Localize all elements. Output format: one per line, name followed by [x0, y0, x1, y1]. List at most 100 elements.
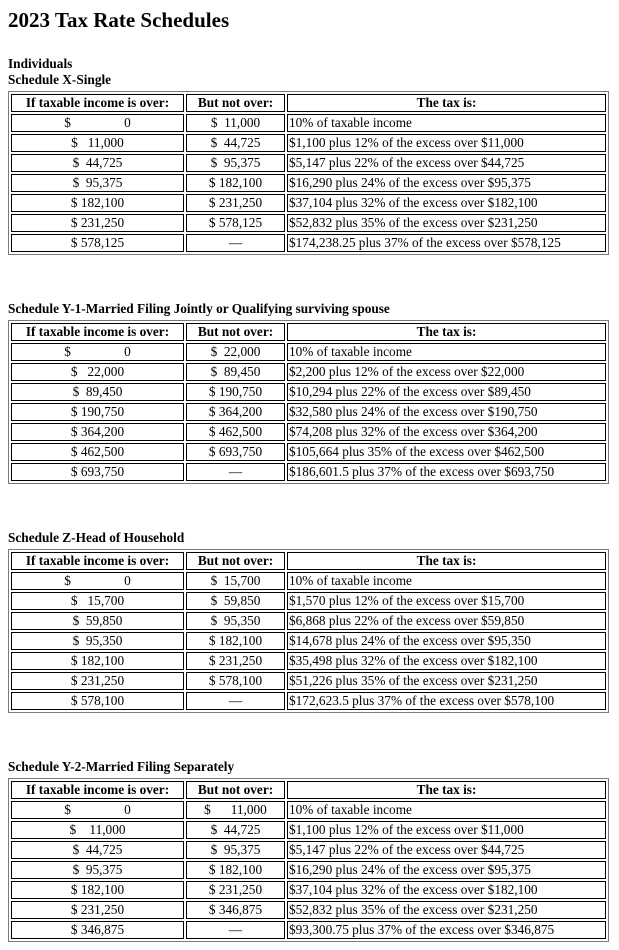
- tax-cell: 10% of taxable income: [287, 114, 606, 133]
- table-row: $ 89,450 $ 190,750 $10,294 plus 22% of the…: [11, 383, 606, 402]
- table-header-row: If taxable income is over: But not over:…: [11, 94, 606, 113]
- table-row: $ 364,200 $ 462,500 $74,208 plus 32% of th…: [11, 423, 606, 442]
- not-over-cell: $ 231,250: [186, 652, 285, 671]
- table-row: $ 22,000 $ 89,450 $2,200 plus 12% of the e…: [11, 363, 606, 382]
- tax-cell: $5,147 plus 22% of the excess over $44,7…: [287, 841, 606, 860]
- schedule-section-z-head-of-household: Schedule Z-Head of Household If taxable …: [8, 530, 611, 714]
- not-over-cell: $ 11,000: [186, 114, 285, 133]
- col-header-income-over: If taxable income is over:: [11, 781, 184, 800]
- tax-cell: 10% of taxable income: [287, 801, 606, 820]
- not-over-cell: $ 231,250: [186, 881, 285, 900]
- not-over-cell: $ 182,100: [186, 632, 285, 651]
- table-row: $ 182,100 $ 231,250 $35,498 plus 32% of th…: [11, 652, 606, 671]
- col-header-not-over: But not over:: [186, 552, 285, 571]
- table-row: $ 44,725 $ 95,375 $5,147 plus 22% of the e…: [11, 154, 606, 173]
- not-over-cell: —: [186, 692, 285, 711]
- tax-cell: $105,664 plus 35% of the excess over $46…: [287, 443, 606, 462]
- income-over-cell: $ 89,450: [11, 383, 184, 402]
- not-over-cell: $ 95,350: [186, 612, 285, 631]
- income-over-cell: $ 95,350: [11, 632, 184, 651]
- income-over-cell: $ 182,100: [11, 881, 184, 900]
- tax-cell: $16,290 plus 24% of the excess over $95,…: [287, 861, 606, 880]
- income-over-cell: $ 578,100: [11, 692, 184, 711]
- table-row: $ 693,750— $186,601.5 plus 37% of the exc…: [11, 463, 606, 482]
- not-over-cell: $ 95,375: [186, 841, 285, 860]
- not-over-cell: $ 190,750: [186, 383, 285, 402]
- table-row: $ 0 $ 11,000 10% of taxable income: [11, 801, 606, 820]
- tax-cell: $74,208 plus 32% of the excess over $364…: [287, 423, 606, 442]
- col-header-tax: The tax is:: [287, 94, 606, 113]
- col-header-income-over: If taxable income is over:: [11, 323, 184, 342]
- tax-cell: $14,678 plus 24% of the excess over $95,…: [287, 632, 606, 651]
- not-over-cell: $ 95,375: [186, 154, 285, 173]
- not-over-cell: $ 22,000: [186, 343, 285, 362]
- tax-cell: $6,868 plus 22% of the excess over $59,8…: [287, 612, 606, 631]
- not-over-cell: $ 231,250: [186, 194, 285, 213]
- tax-cell: $174,238.25 plus 37% of the excess over …: [287, 234, 606, 253]
- tax-cell: $37,104 plus 32% of the excess over $182…: [287, 194, 606, 213]
- not-over-cell: $ 44,725: [186, 134, 285, 153]
- table-header-row: If taxable income is over: But not over:…: [11, 323, 606, 342]
- col-header-income-over: If taxable income is over:: [11, 552, 184, 571]
- tax-cell: $52,832 plus 35% of the excess over $231…: [287, 214, 606, 233]
- tax-cell: $93,300.75 plus 37% of the excess over $…: [287, 921, 606, 940]
- tax-cell: $32,580 plus 24% of the excess over $190…: [287, 403, 606, 422]
- table-row: $ 0 $ 11,000 10% of taxable income: [11, 114, 606, 133]
- table-row: $ 578,125— $174,238.25 plus 37% of the ex…: [11, 234, 606, 253]
- income-over-cell: $ 0: [11, 572, 184, 591]
- income-over-cell: $ 364,200: [11, 423, 184, 442]
- col-header-tax: The tax is:: [287, 323, 606, 342]
- tax-cell: $2,200 plus 12% of the excess over $22,0…: [287, 363, 606, 382]
- not-over-cell: $ 44,725: [186, 821, 285, 840]
- page-title: 2023 Tax Rate Schedules: [8, 8, 230, 32]
- table-row: $ 95,375 $ 182,100 $16,290 plus 24% of the…: [11, 861, 606, 880]
- income-over-cell: $ 59,850: [11, 612, 184, 631]
- not-over-cell: $ 182,100: [186, 861, 285, 880]
- col-header-income-over: If taxable income is over:: [11, 94, 184, 113]
- table-header-row: If taxable income is over: But not over:…: [11, 552, 606, 571]
- schedule-section-y1-married-jointly: Schedule Y-1-Married Filing Jointly or Q…: [8, 301, 611, 485]
- income-over-cell: $ 346,875: [11, 921, 184, 940]
- income-over-cell: $ 182,100: [11, 194, 184, 213]
- income-over-cell: $ 190,750: [11, 403, 184, 422]
- income-over-cell: $ 95,375: [11, 861, 184, 880]
- income-over-cell: $ 231,250: [11, 214, 184, 233]
- table-row: $ 59,850 $ 95,350 $6,868 plus 22% of the e…: [11, 612, 606, 631]
- schedule-heading: Schedule Z-Head of Household: [8, 530, 185, 546]
- income-over-cell: $ 578,125: [11, 234, 184, 253]
- tax-cell: $16,290 plus 24% of the excess over $95,…: [287, 174, 606, 193]
- tax-cell: 10% of taxable income: [287, 572, 606, 591]
- table-row: $ 11,000 $ 44,725 $1,100 plus 12% of the e…: [11, 134, 606, 153]
- schedule-heading: Schedule X-Single: [8, 72, 112, 88]
- table-row: $ 95,375 $ 182,100 $16,290 plus 24% of the…: [11, 174, 606, 193]
- income-over-cell: $ 182,100: [11, 652, 184, 671]
- tax-cell: $52,832 plus 35% of the excess over $231…: [287, 901, 606, 920]
- table-row: $ 95,350 $ 182,100 $14,678 plus 24% of the…: [11, 632, 606, 651]
- table-row: $ 0 $ 15,700 10% of taxable income: [11, 572, 606, 591]
- schedule-heading: Schedule Y-1-Married Filing Jointly or Q…: [8, 301, 390, 317]
- income-over-cell: $ 462,500: [11, 443, 184, 462]
- table-row: $ 578,100— $172,623.5 plus 37% of the exc…: [11, 692, 606, 711]
- col-header-not-over: But not over:: [186, 781, 285, 800]
- table-row: $ 15,700 $ 59,850 $1,570 plus 12% of the e…: [11, 592, 606, 611]
- not-over-cell: —: [186, 234, 285, 253]
- tax-table-y2-married-separately: If taxable income is over: But not over:…: [8, 778, 609, 943]
- income-over-cell: $ 0: [11, 343, 184, 362]
- table-row: $ 231,250 $ 578,125 $52,832 plus 35% of th…: [11, 214, 606, 233]
- tax-cell: $35,498 plus 32% of the excess over $182…: [287, 652, 606, 671]
- tax-cell: $37,104 plus 32% of the excess over $182…: [287, 881, 606, 900]
- income-over-cell: $ 693,750: [11, 463, 184, 482]
- income-over-cell: $ 0: [11, 801, 184, 820]
- not-over-cell: $ 15,700: [186, 572, 285, 591]
- table-row: $ 462,500 $ 693,750 $105,664 plus 35% of t…: [11, 443, 606, 462]
- income-over-cell: $ 11,000: [11, 134, 184, 153]
- not-over-cell: $ 364,200: [186, 403, 285, 422]
- not-over-cell: $ 693,750: [186, 443, 285, 462]
- table-row: $ 182,100 $ 231,250 $37,104 plus 32% of th…: [11, 881, 606, 900]
- income-over-cell: $ 44,725: [11, 841, 184, 860]
- tax-cell: $1,570 plus 12% of the excess over $15,7…: [287, 592, 606, 611]
- not-over-cell: $ 578,125: [186, 214, 285, 233]
- income-over-cell: $ 22,000: [11, 363, 184, 382]
- col-header-not-over: But not over:: [186, 94, 285, 113]
- table-row: $ 346,875— $93,300.75 plus 37% of the exc…: [11, 921, 606, 940]
